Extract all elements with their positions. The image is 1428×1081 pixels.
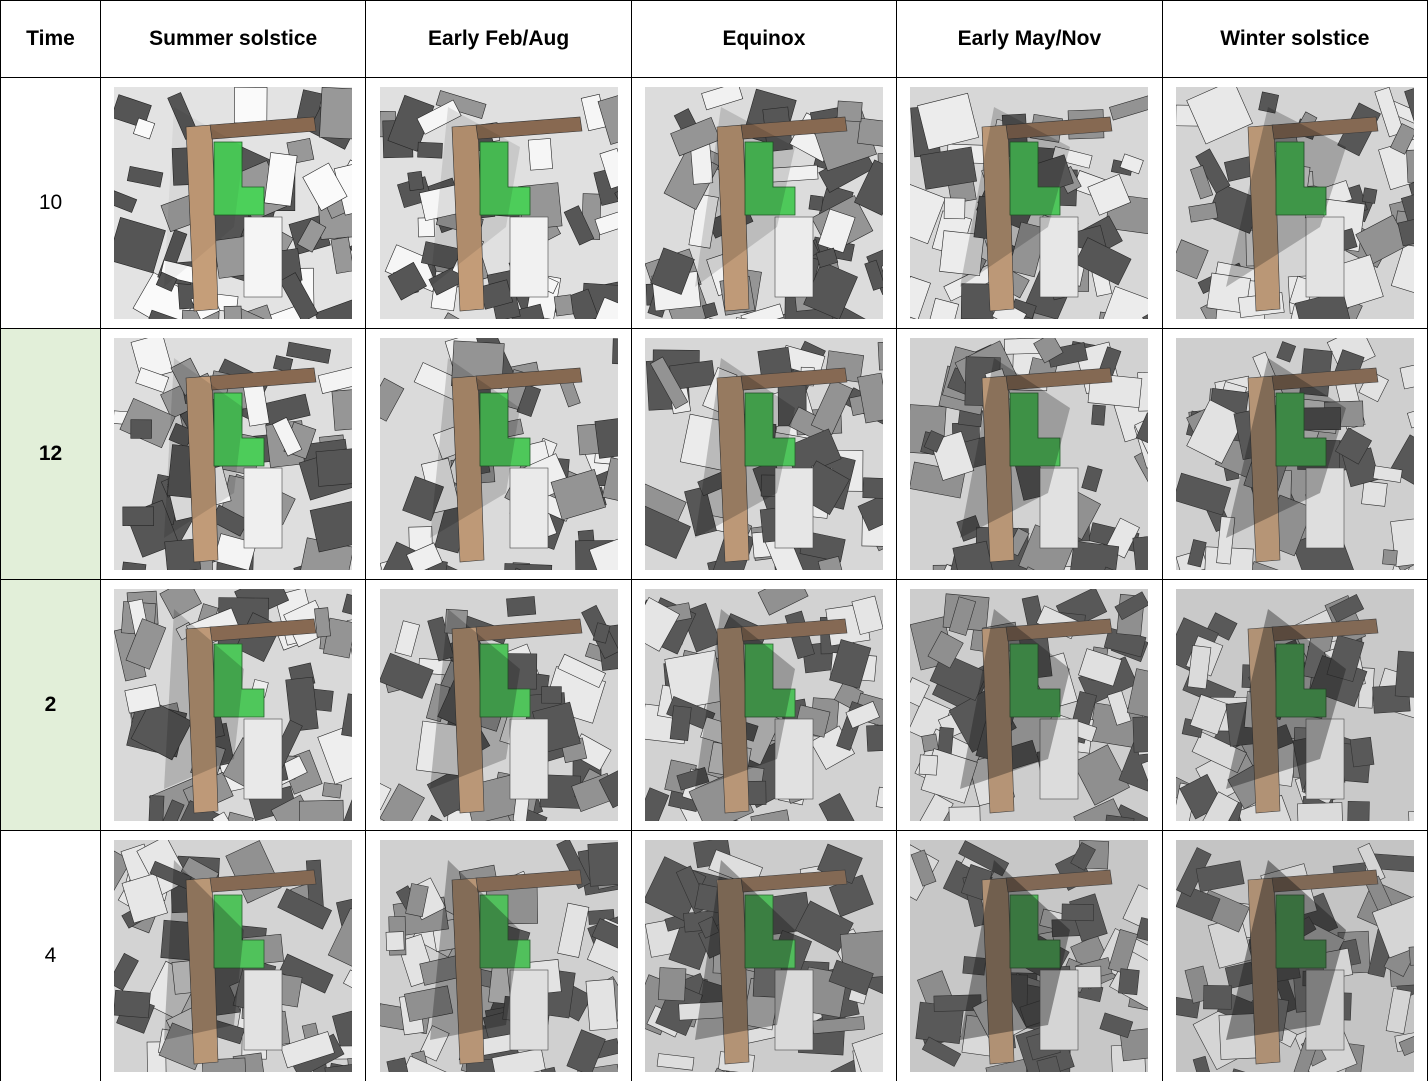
tint	[114, 840, 352, 1072]
image-cell	[631, 329, 896, 580]
tint	[645, 87, 883, 319]
shadow-image	[1176, 338, 1414, 570]
shadow-image	[380, 589, 618, 821]
image-cell	[366, 580, 631, 831]
shadow-image	[114, 840, 352, 1072]
tint	[645, 589, 883, 821]
image-cell	[101, 831, 366, 1081]
tint	[1176, 87, 1414, 319]
tint	[380, 338, 618, 570]
tint	[114, 338, 352, 570]
shadow-image	[380, 338, 618, 570]
time-cell: 10	[1, 78, 101, 329]
shadow-image	[645, 87, 883, 319]
shadow-image	[910, 589, 1148, 821]
tint	[380, 840, 618, 1072]
shadow-image	[1176, 840, 1414, 1072]
header-cell: Early May/Nov	[897, 1, 1162, 78]
shadow-image	[645, 840, 883, 1072]
tint	[1176, 338, 1414, 570]
shadow-table: TimeSummer solsticeEarly Feb/AugEquinoxE…	[0, 0, 1428, 1081]
image-cell	[631, 831, 896, 1081]
image-cell	[1162, 580, 1427, 831]
tint	[1176, 840, 1414, 1072]
shadow-image	[1176, 87, 1414, 319]
header-cell: Time	[1, 1, 101, 78]
shadow-image	[380, 840, 618, 1072]
image-cell	[1162, 831, 1427, 1081]
image-cell	[1162, 329, 1427, 580]
header-cell: Equinox	[631, 1, 896, 78]
image-cell	[366, 831, 631, 1081]
image-cell	[1162, 78, 1427, 329]
shadow-image	[645, 338, 883, 570]
shadow-image	[114, 338, 352, 570]
shadow-image	[910, 87, 1148, 319]
tint	[114, 87, 352, 319]
tint	[114, 589, 352, 821]
image-cell	[897, 580, 1162, 831]
time-cell: 12	[1, 329, 101, 580]
tint	[910, 338, 1148, 570]
tint	[645, 840, 883, 1072]
image-cell	[101, 580, 366, 831]
image-cell	[897, 831, 1162, 1081]
image-cell	[366, 78, 631, 329]
header-cell: Early Feb/Aug	[366, 1, 631, 78]
tint	[910, 589, 1148, 821]
shadow-image	[1176, 589, 1414, 821]
header-cell: Summer solstice	[101, 1, 366, 78]
page: {"table": { "header": ["Time", "Summer s…	[0, 0, 1428, 1081]
shadow-image	[645, 589, 883, 821]
table-row: 12	[1, 329, 1428, 580]
shadow-image	[114, 87, 352, 319]
shadow-image	[910, 338, 1148, 570]
table-row: 4	[1, 831, 1428, 1081]
header-cell: Winter solstice	[1162, 1, 1427, 78]
time-cell: 2	[1, 580, 101, 831]
image-cell	[101, 329, 366, 580]
image-cell	[366, 329, 631, 580]
tint	[910, 87, 1148, 319]
image-cell	[631, 580, 896, 831]
tint	[380, 87, 618, 319]
shadow-image	[114, 589, 352, 821]
time-cell: 4	[1, 831, 101, 1081]
tint	[910, 840, 1148, 1072]
tint	[1176, 589, 1414, 821]
image-cell	[631, 78, 896, 329]
shadow-image	[910, 840, 1148, 1072]
header-row: TimeSummer solsticeEarly Feb/AugEquinoxE…	[1, 1, 1428, 78]
shadow-image	[380, 87, 618, 319]
tint	[645, 338, 883, 570]
table-row: 2	[1, 580, 1428, 831]
table-row: 10	[1, 78, 1428, 329]
tint	[380, 589, 618, 821]
image-cell	[897, 329, 1162, 580]
image-cell	[897, 78, 1162, 329]
image-cell	[101, 78, 366, 329]
